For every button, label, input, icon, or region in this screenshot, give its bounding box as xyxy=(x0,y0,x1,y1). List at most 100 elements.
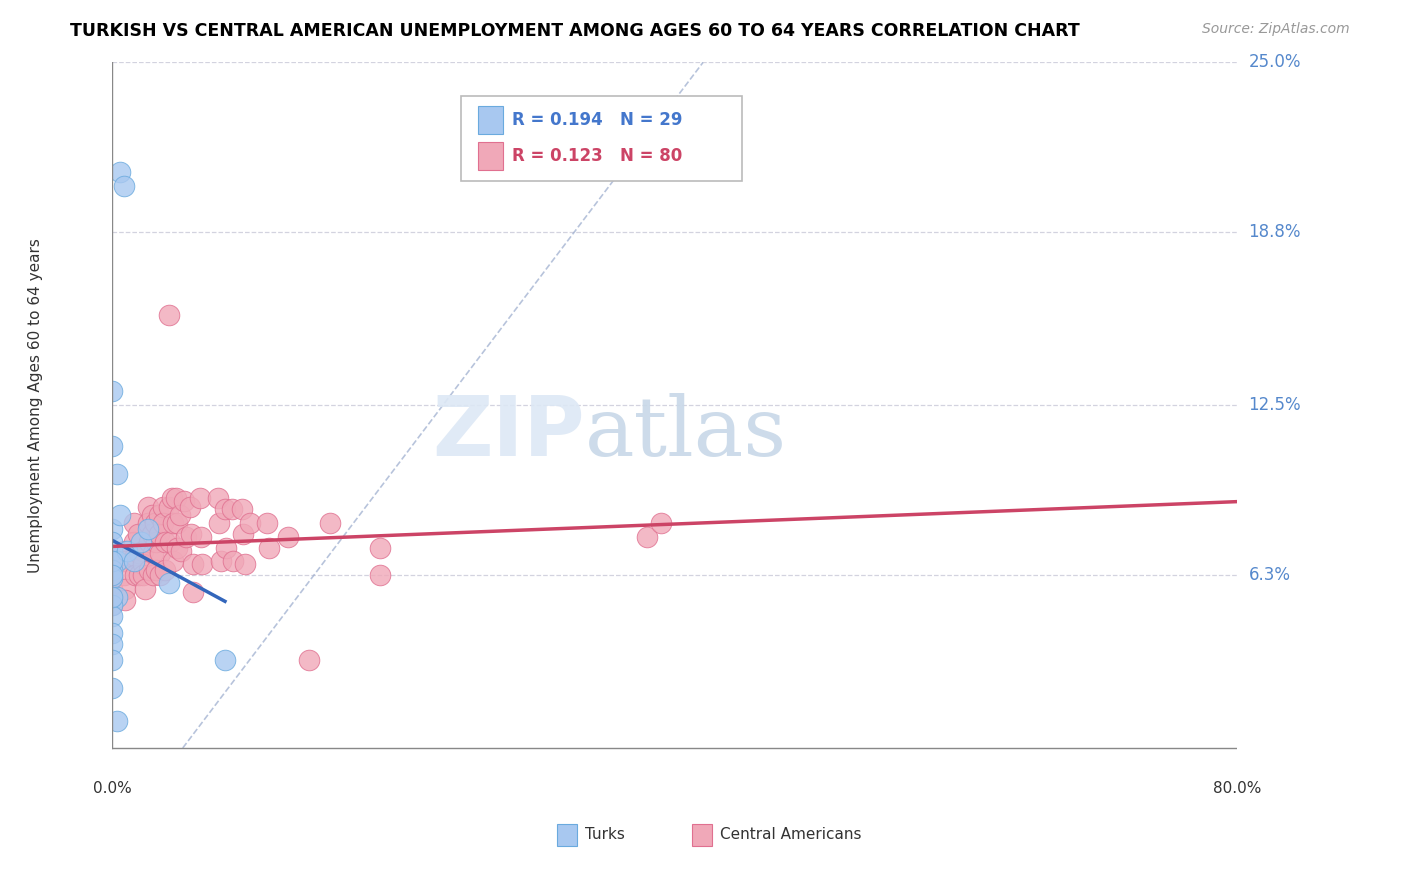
Point xyxy=(368,568,391,582)
Point xyxy=(239,516,262,530)
Point xyxy=(157,576,180,591)
FancyBboxPatch shape xyxy=(461,95,742,181)
Point xyxy=(101,637,124,651)
Text: TURKISH VS CENTRAL AMERICAN UNEMPLOYMENT AMONG AGES 60 TO 64 YEARS CORRELATION C: TURKISH VS CENTRAL AMERICAN UNEMPLOYMENT… xyxy=(70,22,1080,40)
Point xyxy=(368,541,391,555)
Point xyxy=(124,549,146,563)
Point xyxy=(132,558,155,572)
Point xyxy=(101,681,124,695)
Point xyxy=(142,568,165,582)
FancyBboxPatch shape xyxy=(478,142,503,169)
Point xyxy=(232,527,254,541)
Point xyxy=(173,494,195,508)
Point xyxy=(101,599,124,613)
Point xyxy=(105,590,128,604)
Point xyxy=(112,568,135,582)
Point xyxy=(101,582,124,596)
Point xyxy=(233,558,256,572)
Point xyxy=(101,571,124,585)
Point xyxy=(101,554,124,568)
Point xyxy=(148,527,170,541)
Point xyxy=(143,516,166,530)
Point xyxy=(122,516,145,530)
Text: 80.0%: 80.0% xyxy=(1213,780,1261,796)
Point xyxy=(149,568,172,582)
Point xyxy=(101,568,124,582)
Point xyxy=(132,568,155,582)
Text: Turks: Turks xyxy=(585,827,624,842)
Point xyxy=(105,554,128,568)
Point xyxy=(145,535,167,549)
Point xyxy=(221,502,243,516)
Point xyxy=(157,308,180,322)
Text: Central Americans: Central Americans xyxy=(720,827,862,842)
Point xyxy=(214,502,236,516)
Point xyxy=(124,568,146,582)
Point xyxy=(136,500,159,514)
Point xyxy=(166,541,188,555)
Point xyxy=(136,522,159,536)
Point xyxy=(101,590,124,604)
Point xyxy=(115,543,138,558)
Point xyxy=(636,530,658,544)
Point xyxy=(257,541,280,555)
Point xyxy=(112,178,135,193)
FancyBboxPatch shape xyxy=(478,106,503,135)
Point xyxy=(209,554,232,568)
Point xyxy=(160,491,183,506)
FancyBboxPatch shape xyxy=(692,823,711,846)
Point xyxy=(208,516,231,530)
FancyBboxPatch shape xyxy=(557,823,576,846)
Text: R = 0.194   N = 29: R = 0.194 N = 29 xyxy=(512,112,682,129)
Point xyxy=(101,535,124,549)
Text: 25.0%: 25.0% xyxy=(1249,54,1301,71)
Point xyxy=(166,516,188,530)
Point xyxy=(132,543,155,558)
Point xyxy=(231,502,253,516)
Point xyxy=(101,625,124,640)
Point xyxy=(141,527,163,541)
Point xyxy=(181,558,204,572)
Point xyxy=(134,582,156,596)
Point xyxy=(180,527,202,541)
Point xyxy=(650,516,672,530)
Point xyxy=(157,500,180,514)
Point xyxy=(142,546,165,560)
Point xyxy=(148,508,170,522)
Text: atlas: atlas xyxy=(585,392,787,473)
Point xyxy=(108,508,131,522)
Point xyxy=(136,516,159,530)
Point xyxy=(101,563,124,577)
Point xyxy=(149,546,172,560)
Text: Unemployment Among Ages 60 to 64 years: Unemployment Among Ages 60 to 64 years xyxy=(28,238,42,573)
Point xyxy=(141,508,163,522)
Point xyxy=(114,582,136,596)
Point xyxy=(152,516,174,530)
Point xyxy=(128,568,150,582)
Point xyxy=(191,558,214,572)
Point xyxy=(108,165,131,179)
Point xyxy=(101,384,124,399)
Point xyxy=(101,609,124,624)
Point xyxy=(319,516,342,530)
Text: 6.3%: 6.3% xyxy=(1249,566,1291,584)
Point xyxy=(101,543,124,558)
Point xyxy=(181,584,204,599)
Point xyxy=(170,543,193,558)
Point xyxy=(152,500,174,514)
Point xyxy=(129,535,152,549)
Point xyxy=(298,653,321,667)
Point xyxy=(122,535,145,549)
Text: ZIP: ZIP xyxy=(433,392,585,473)
Point xyxy=(169,508,191,522)
Point xyxy=(207,491,229,506)
Point xyxy=(101,653,124,667)
Point xyxy=(101,599,124,613)
Point xyxy=(222,554,245,568)
Text: 18.8%: 18.8% xyxy=(1249,224,1301,242)
Point xyxy=(165,491,187,506)
Point xyxy=(112,543,135,558)
Point xyxy=(179,500,201,514)
Point xyxy=(188,491,211,506)
Point xyxy=(101,522,124,536)
